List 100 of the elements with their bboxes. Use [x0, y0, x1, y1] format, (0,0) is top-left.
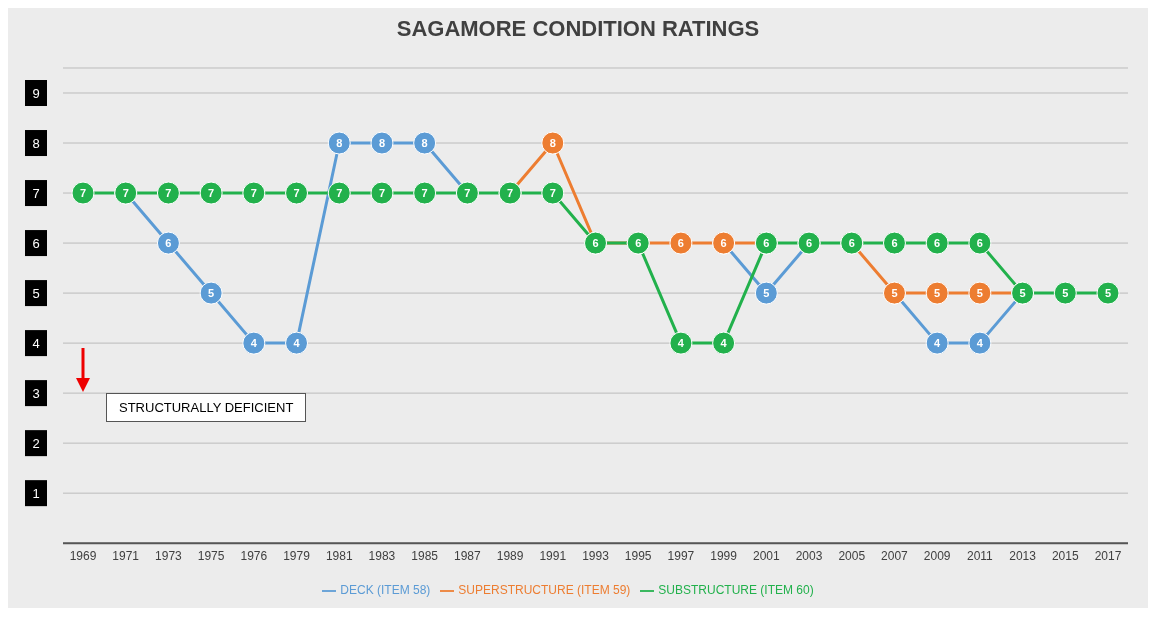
- data-label: 7: [464, 187, 471, 200]
- point: [541, 181, 565, 205]
- x-tick-label: 2005: [838, 548, 866, 563]
- point: [413, 181, 437, 205]
- data-label: 4: [934, 337, 942, 350]
- legend-label: SUPERSTRUCTURE (ITEM 59): [458, 583, 631, 598]
- point: [925, 231, 949, 255]
- data-label: 6: [635, 237, 642, 250]
- x-tick-label: 1997: [667, 548, 695, 563]
- data-label: 5: [976, 287, 983, 300]
- data-label: 5: [208, 287, 215, 300]
- point: [925, 331, 949, 355]
- chart-title: SAGAMORE CONDITION RATINGS: [395, 16, 761, 42]
- data-label: 8: [336, 137, 343, 150]
- x-tick-label: 1987: [454, 548, 482, 563]
- data-label: 5: [891, 287, 898, 300]
- x-tick-label: 1971: [112, 548, 140, 563]
- x-tick-label: 1989: [496, 548, 524, 563]
- data-label: 5: [934, 287, 941, 300]
- x-tick-label: 1969: [69, 548, 97, 563]
- point: [199, 181, 223, 205]
- x-tick-label: 1999: [710, 548, 738, 563]
- point: [71, 181, 95, 205]
- data-label: 6: [677, 237, 684, 250]
- data-label: 6: [976, 237, 983, 250]
- data-label: 5: [1062, 287, 1069, 300]
- data-label: 4: [677, 337, 685, 350]
- data-label: 7: [250, 187, 257, 200]
- data-label: 6: [934, 237, 941, 250]
- data-label: 5: [763, 287, 770, 300]
- data-label: 6: [763, 237, 770, 250]
- y-tick-label: 8: [32, 135, 40, 151]
- y-tick-label: 7: [32, 185, 40, 201]
- data-label: 6: [891, 237, 898, 250]
- x-tick-label: 2009: [923, 548, 951, 563]
- point: [370, 181, 394, 205]
- point: [968, 231, 992, 255]
- point: [327, 181, 351, 205]
- x-tick-label: 2011: [966, 548, 994, 563]
- x-tick-label: 1981: [325, 548, 353, 563]
- point: [1053, 281, 1077, 305]
- point: [199, 281, 223, 305]
- point: [242, 181, 266, 205]
- point: [156, 231, 180, 255]
- x-tick-label: 1995: [624, 548, 652, 563]
- point: [712, 331, 736, 355]
- point: [285, 331, 309, 355]
- x-tick-label: 1979: [283, 548, 311, 563]
- point: [968, 281, 992, 305]
- x-tick-label: 2017: [1094, 548, 1122, 563]
- y-tick-label: 5: [32, 285, 40, 301]
- x-tick-label: 2013: [1009, 548, 1037, 563]
- y-tick-label: 9: [32, 85, 40, 101]
- annotation: STRUCTURALLY DEFICIENT: [106, 393, 307, 422]
- x-tick-label: 1976: [240, 548, 268, 563]
- data-label: 6: [592, 237, 599, 250]
- data-label: 7: [549, 187, 556, 200]
- x-tick-label: 1991: [539, 548, 567, 563]
- point: [754, 281, 778, 305]
- x-tick-label: 2015: [1051, 548, 1079, 563]
- point: [156, 181, 180, 205]
- x-tick-label: 1985: [411, 548, 439, 563]
- point: [413, 131, 437, 155]
- point: [370, 131, 394, 155]
- data-label: 5: [1104, 287, 1112, 300]
- data-label: 7: [378, 187, 386, 200]
- legend-label: DECK (ITEM 58): [340, 583, 431, 598]
- point: [669, 331, 693, 355]
- data-label: 4: [250, 337, 258, 350]
- legend-label: SUBSTRUCTURE (ITEM 60): [658, 583, 814, 598]
- x-tick-label: 1975: [197, 548, 225, 563]
- data-label: 4: [976, 337, 984, 350]
- y-tick-label: 2: [32, 435, 40, 451]
- y-tick-label: 1: [32, 485, 40, 501]
- data-label: 7: [293, 187, 300, 200]
- point: [285, 181, 309, 205]
- point: [882, 231, 906, 255]
- x-tick-label: 2007: [881, 548, 909, 563]
- data-label: 7: [122, 187, 129, 200]
- data-label: 4: [293, 337, 301, 350]
- data-label: 8: [421, 137, 428, 150]
- data-label: 7: [421, 187, 428, 200]
- data-label: 8: [378, 137, 386, 150]
- x-tick-label: 1973: [155, 548, 183, 563]
- x-tick-label: 1993: [582, 548, 610, 563]
- y-tick-label: 3: [32, 385, 40, 401]
- data-label: 6: [805, 237, 813, 250]
- point: [968, 331, 992, 355]
- point: [1096, 281, 1120, 305]
- data-label: 5: [1019, 287, 1026, 300]
- y-tick-label: 4: [32, 335, 40, 351]
- point: [327, 131, 351, 155]
- point: [541, 131, 565, 155]
- data-label: 6: [165, 237, 172, 250]
- data-label: 6: [720, 237, 727, 250]
- data-label: 7: [336, 187, 343, 200]
- x-tick-label: 2003: [795, 548, 823, 563]
- x-tick-label: 2001: [752, 548, 780, 563]
- point: [242, 331, 266, 355]
- point: [925, 281, 949, 305]
